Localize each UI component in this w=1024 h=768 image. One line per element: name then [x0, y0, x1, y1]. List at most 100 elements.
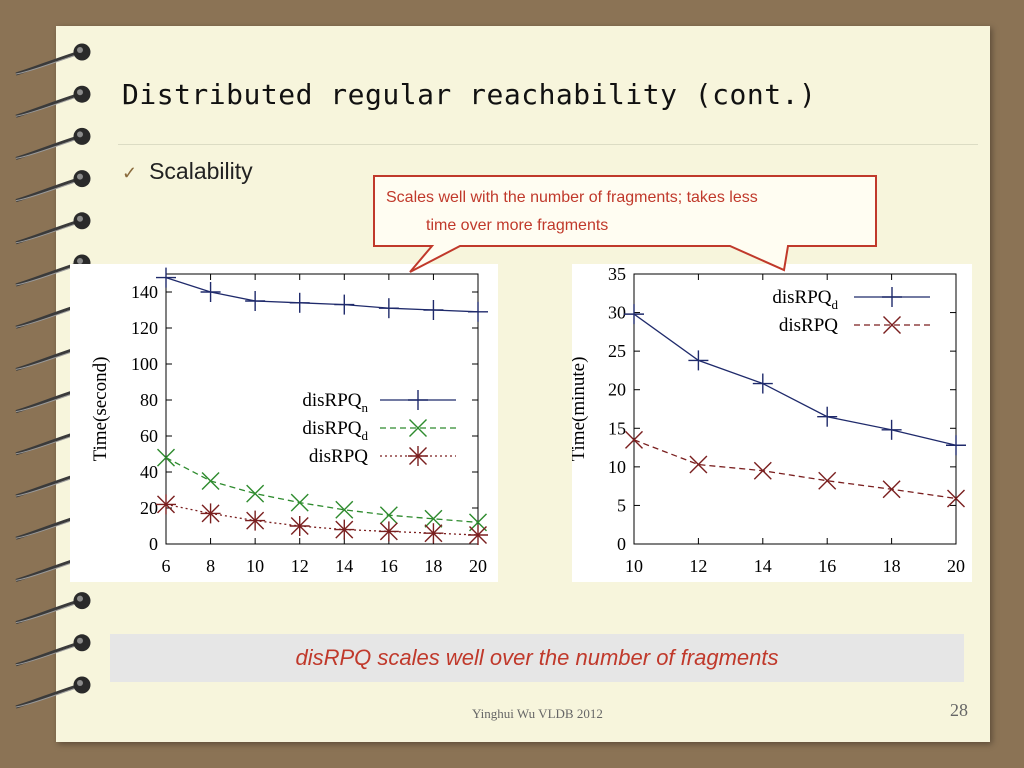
- data-point: [157, 448, 175, 467]
- data-point: [423, 300, 444, 320]
- data-point: [423, 523, 444, 544]
- series-line: [633, 313, 957, 446]
- data-point: [753, 461, 772, 480]
- y-tick-label: 120: [131, 318, 158, 338]
- y-tick-label: 35: [608, 264, 626, 284]
- binding-ring: [15, 592, 91, 625]
- y-axis-label: Time(minute): [572, 357, 589, 462]
- data-point: [882, 480, 901, 499]
- legend-label: disRPQd: [302, 418, 368, 443]
- y-axis-label: Time(second): [90, 357, 111, 462]
- binding-ring: [15, 212, 91, 245]
- series-line: [165, 276, 479, 313]
- x-tick-label: 20: [947, 556, 965, 576]
- data-point: [335, 500, 354, 519]
- y-tick-label: 20: [608, 380, 626, 400]
- x-tick-label: 20: [469, 556, 487, 576]
- data-point: [625, 430, 643, 449]
- y-tick-label: 25: [608, 341, 626, 361]
- chart-right: 0 5 10 15 20 25 30 35 10 12 14 16 18 20 Time(minute) di…: [568, 264, 966, 576]
- data-point: [468, 301, 488, 322]
- data-point: [947, 489, 965, 508]
- legend-label: disRPQ: [779, 315, 838, 336]
- data-point: [881, 419, 902, 440]
- legend-label: disRPQd: [772, 287, 838, 312]
- data-point: [246, 484, 265, 503]
- series-line: [633, 439, 957, 500]
- data-point: [334, 519, 355, 540]
- data-point: [752, 373, 773, 394]
- check-icon: ✓: [122, 163, 138, 183]
- chart-panel-right: 0 5 10 15 20 25 30 35 10 12 14 16 18 20 Time(minute) di…: [568, 264, 972, 582]
- y-tick-label: 30: [608, 303, 626, 323]
- data-point: [334, 294, 355, 315]
- data-point: [817, 406, 838, 427]
- binding-ring: [15, 634, 91, 667]
- x-tick-label: 14: [335, 556, 353, 576]
- binding-ring: [15, 676, 91, 709]
- y-tick-label: 40: [140, 462, 158, 482]
- x-tick-label: 16: [380, 556, 398, 576]
- data-point: [289, 516, 310, 536]
- x-tick-label: 16: [818, 556, 836, 576]
- binding-ring: [15, 43, 91, 76]
- x-tick-label: 10: [246, 556, 264, 576]
- legend-marker: [408, 446, 428, 466]
- data-point: [245, 510, 266, 531]
- data-point: [201, 472, 220, 490]
- callout-bubble: [373, 175, 877, 273]
- x-tick-label: 6: [162, 556, 171, 576]
- y-tick-label: 0: [149, 534, 158, 554]
- data-point: [424, 509, 443, 528]
- x-tick-label: 8: [206, 556, 215, 576]
- data-point: [200, 503, 221, 524]
- x-tick-label: 10: [625, 556, 643, 576]
- plot-frame: [633, 273, 957, 545]
- legend-marker: [409, 419, 427, 437]
- callout-line-2: time over more fragments: [426, 217, 609, 234]
- y-tick-label: 100: [131, 354, 158, 374]
- y-tick-label: 60: [140, 426, 158, 446]
- binding-ring: [15, 170, 91, 203]
- callout-text: Scales well with the number of fragments…: [386, 184, 866, 240]
- plot-frame: [165, 273, 479, 545]
- binding-ring: [15, 127, 91, 160]
- data-point: [156, 267, 176, 288]
- legend-marker: [882, 287, 902, 307]
- bullet-text: Scalability: [149, 158, 253, 184]
- x-tick-label: 12: [291, 556, 309, 576]
- data-point: [200, 282, 221, 302]
- y-tick-label: 140: [131, 282, 158, 302]
- footer-text: Yinghui Wu VLDB 2012: [472, 706, 603, 721]
- title-divider: [118, 144, 978, 145]
- data-point: [290, 493, 309, 512]
- data-point: [289, 292, 310, 313]
- binding-ring: [15, 85, 91, 118]
- y-tick-label: 0: [617, 534, 626, 554]
- slide-title: Distributed regular reachability (cont.): [122, 78, 817, 111]
- data-point: [469, 513, 487, 532]
- y-tick-label: 10: [608, 457, 626, 477]
- x-tick-label: 18: [883, 556, 901, 576]
- data-point: [624, 304, 644, 325]
- bullet-scalability: ✓ Scalability: [122, 158, 253, 185]
- data-point: [379, 506, 398, 525]
- data-point: [946, 435, 966, 456]
- data-point: [156, 494, 176, 515]
- page-number: 28: [950, 700, 968, 720]
- data-point: [378, 298, 399, 319]
- y-tick-label: 5: [617, 495, 626, 515]
- legend-marker: [883, 316, 901, 334]
- legend-label: disRPQn: [302, 390, 368, 415]
- chart-left: 0 20 40 60 80 100 120 140 6 8 10 12 14 16 18 20 Time(sec…: [90, 267, 488, 576]
- x-tick-label: 12: [689, 556, 707, 576]
- data-point: [245, 291, 266, 311]
- series-line: [165, 457, 479, 524]
- legend-marker: [408, 390, 428, 410]
- conclusion-text: disRPQ scales well over the number of fr…: [295, 645, 779, 670]
- data-point: [378, 521, 399, 542]
- data-point: [688, 350, 709, 371]
- data-point: [689, 455, 708, 474]
- y-tick-label: 80: [140, 390, 158, 410]
- y-tick-label: 20: [140, 498, 158, 518]
